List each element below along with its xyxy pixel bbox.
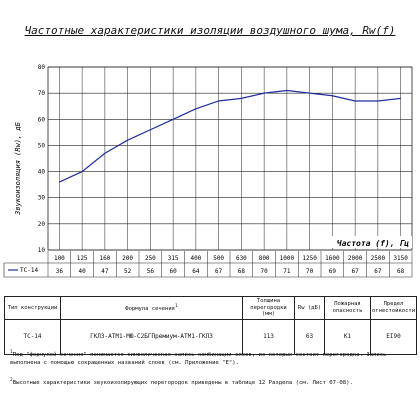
x-tick-label: 2500 [371,255,386,262]
cell-type: ТС-14 [4,319,61,355]
data-label: 52 [124,268,132,275]
x-tick-label: 400 [190,255,201,262]
data-label: 64 [192,268,200,275]
plot-frame [47,66,413,251]
cell-rw: 63 [294,319,325,355]
table-row: ТС-14 ГКЛЗ-АТМ1-МЮ-С2БГПремиум-АТМ1-ГКЛЗ… [4,319,417,355]
x-tick-label: 250 [145,255,156,262]
cell-formula: ГКЛЗ-АТМ1-МЮ-С2БГПремиум-АТМ1-ГКЛЗ [60,319,243,355]
x-tick-label: 500 [213,255,224,262]
x-tick-label: 2000 [348,255,363,262]
y-tick-label: 40 [38,169,46,176]
footnote-1: 1Под "формулой сечения" понимается симво… [10,350,387,366]
x-tick-label: 1000 [280,255,295,262]
data-label: 70 [261,268,269,275]
data-label: 36 [56,268,64,275]
y-tick-label: 20 [38,221,46,228]
data-label: 40 [79,268,87,275]
y-tick-label: 60 [38,116,46,123]
x-tick-label: 800 [259,255,270,262]
y-axis-label: Звукоизоляция (Rw), дБ [14,121,22,216]
x-tick-label: 3150 [393,255,408,262]
x-tick-label: 100 [54,255,65,262]
x-tick-label: 160 [99,255,110,262]
cell-limit: EI90 [370,319,417,355]
data-label: 71 [283,268,291,275]
header-limit: Предел огнестойкости [370,296,417,320]
header-fire: Пожарная опасность [324,296,371,320]
x-tick-label: 200 [122,255,133,262]
cell-fire: К1 [324,319,371,355]
y-tick-label: 70 [38,90,46,97]
data-label: 68 [397,268,405,275]
x-tick-label: 1250 [302,255,317,262]
data-label: 56 [147,268,155,275]
data-label: 70 [306,268,314,275]
data-label: 67 [352,268,360,275]
x-tick-label: 125 [77,255,88,262]
header-rw: Rw (дБ) [294,296,325,320]
series-line [59,89,401,183]
y-tick-label: 10 [38,247,46,254]
x-tick-label: 1600 [325,255,340,262]
legend-label: ТС-14 [20,267,38,274]
cell-thickness: 113 [242,319,295,355]
data-label: 47 [101,268,109,275]
header-formula: Формула сечения1 [60,296,243,320]
frequency-response-chart: 10 20 30 40 50 60 70 80 Звукоизоляция (Rw), дБ Ча… [3,64,413,278]
y-tick-label: 30 [38,195,46,202]
data-label: 67 [374,268,382,275]
footnote-2: 2Высотные характеристики звукоизолирующи… [10,378,353,386]
header-thickness: Толщина перегородки (мм) [242,296,295,320]
x-tick-label: 630 [236,255,247,262]
x-axis-label: Частота (f), Гц [337,239,409,248]
data-label: 67 [215,268,223,275]
table-header-row: Тип конструкции Формула сечения1 Толщина… [4,296,417,320]
chart-title: Частотные характеристики изоляции воздуш… [24,24,396,37]
y-tick-label: 50 [38,142,46,149]
data-label: 69 [329,268,337,275]
data-label: 68 [238,268,246,275]
x-label-bg [330,236,412,248]
data-label: 60 [170,268,178,275]
x-tick-label: 315 [168,255,179,262]
header-type: Тип конструкции [4,296,61,320]
y-tick-label: 80 [38,64,46,71]
construction-table: Тип конструкции Формула сечения1 Толщина… [4,296,417,355]
